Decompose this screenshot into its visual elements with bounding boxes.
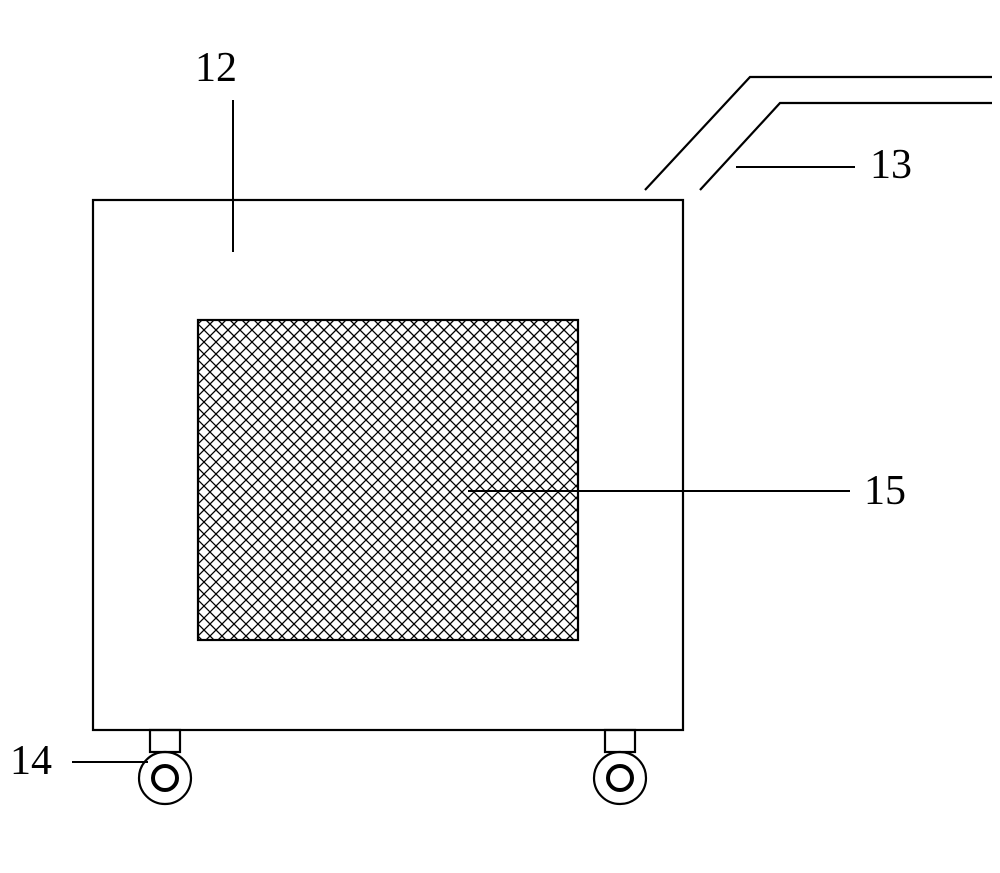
handle-outer	[645, 77, 992, 190]
diagram-canvas	[0, 0, 1000, 873]
handle-inner	[700, 103, 992, 190]
callout-label-12: 12	[195, 44, 237, 92]
wheel-bracket	[605, 730, 635, 752]
callout-label-14: 14	[10, 737, 52, 785]
wheel-bracket	[150, 730, 180, 752]
wheel-outer	[594, 752, 646, 804]
mesh-hatch	[0, 320, 1000, 640]
callout-label-15: 15	[864, 467, 906, 515]
callout-label-13: 13	[870, 141, 912, 189]
mesh-panel	[198, 320, 578, 640]
wheel-inner	[153, 766, 177, 790]
wheel-outer	[139, 752, 191, 804]
wheel-inner	[608, 766, 632, 790]
main-body	[93, 200, 683, 730]
